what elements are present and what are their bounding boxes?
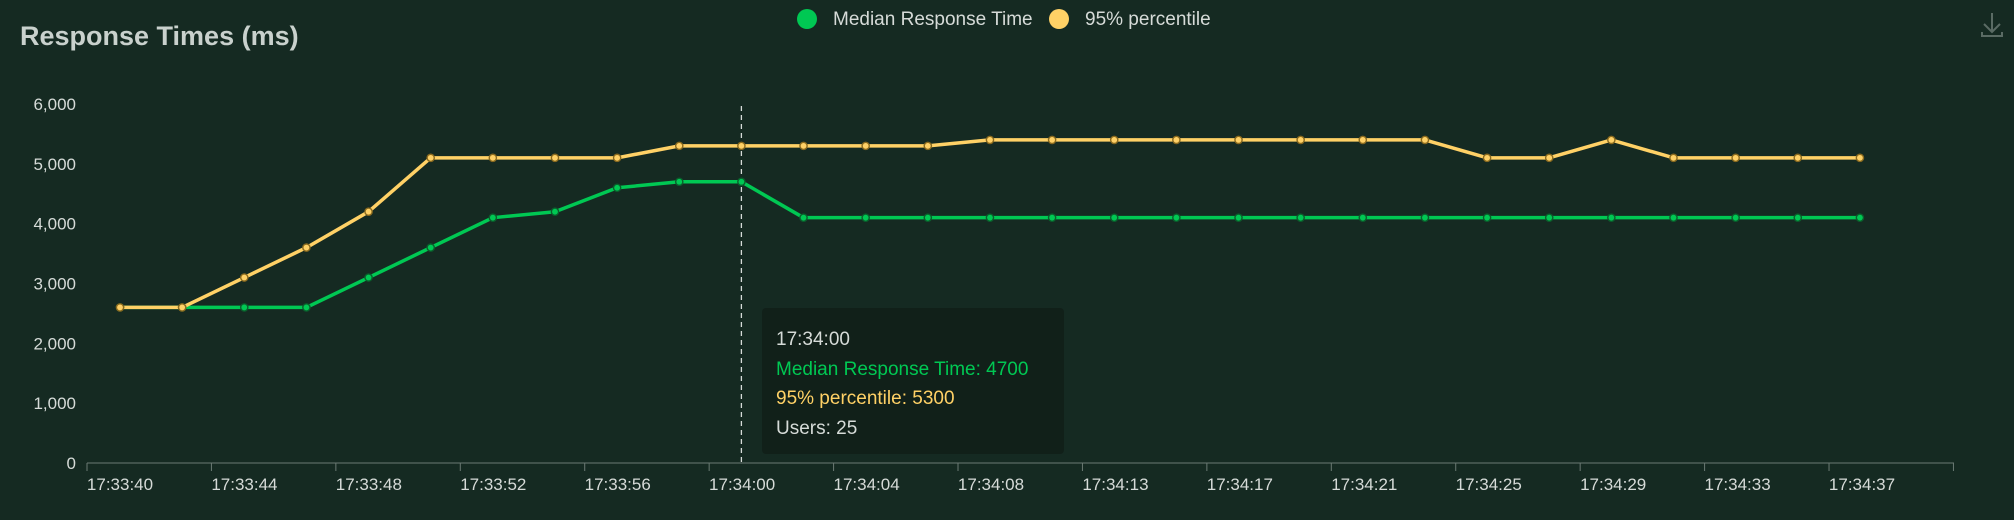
legend-label-median: Median Response Time [833, 9, 1033, 30]
data-point-median[interactable] [1111, 214, 1118, 221]
data-point-median[interactable] [489, 214, 496, 221]
data-point-median[interactable] [1732, 214, 1739, 221]
y-tick-label: 4,000 [33, 215, 76, 234]
tooltip-time: 17:34:00 [776, 329, 850, 350]
x-tick-label: 17:33:48 [336, 475, 402, 494]
chart-title: Response Times (ms) [20, 21, 299, 51]
x-tick-label: 17:33:52 [460, 475, 526, 494]
data-point-p95[interactable] [1297, 136, 1304, 143]
data-point-p95[interactable] [1049, 136, 1056, 143]
data-point-p95[interactable] [365, 208, 372, 215]
y-tick-label: 0 [67, 454, 76, 473]
download-icon [1982, 13, 2002, 36]
data-point-median[interactable] [1483, 214, 1490, 221]
data-point-median[interactable] [241, 304, 248, 311]
data-point-p95[interactable] [116, 304, 123, 311]
data-point-median[interactable] [1856, 214, 1863, 221]
legend: Median Response Time 95% percentile [797, 9, 1211, 30]
data-point-p95[interactable] [551, 154, 558, 161]
data-point-p95[interactable] [676, 142, 683, 149]
x-tick-label: 17:34:08 [958, 475, 1024, 494]
x-tick-label: 17:34:29 [1580, 475, 1646, 494]
download-button[interactable] [1982, 13, 2002, 36]
y-axis: 0 1,000 2,000 3,000 4,000 5,000 6,000 [33, 95, 76, 473]
y-tick-label: 3,000 [33, 275, 76, 294]
data-point-p95[interactable] [1794, 154, 1801, 161]
data-point-median[interactable] [1173, 214, 1180, 221]
x-axis: 17:33:40 17:33:44 17:33:48 17:33:52 17:33:56… [87, 463, 1954, 494]
data-point-p95[interactable] [241, 274, 248, 281]
y-tick-label: 6,000 [33, 95, 76, 114]
data-point-median[interactable] [1794, 214, 1801, 221]
data-point-p95[interactable] [179, 304, 186, 311]
data-point-median[interactable] [614, 184, 621, 191]
data-point-p95[interactable] [1111, 136, 1118, 143]
data-point-p95[interactable] [1359, 136, 1366, 143]
legend-marker-p95 [1049, 9, 1069, 29]
data-point-p95[interactable] [1483, 154, 1490, 161]
data-point-p95[interactable] [303, 244, 310, 251]
legend-label-p95: 95% percentile [1085, 9, 1211, 30]
data-point-median[interactable] [1359, 214, 1366, 221]
x-tick-label: 17:33:56 [585, 475, 651, 494]
legend-item-p95[interactable]: 95% percentile [1049, 9, 1211, 30]
data-point-p95[interactable] [1608, 136, 1615, 143]
data-point-p95[interactable] [427, 154, 434, 161]
data-point-p95[interactable] [924, 142, 931, 149]
data-point-median[interactable] [1297, 214, 1304, 221]
data-point-p95[interactable] [1546, 154, 1553, 161]
tooltip-users: Users: 25 [776, 418, 857, 439]
x-tick-label: 17:34:33 [1704, 475, 1770, 494]
data-point-median[interactable] [924, 214, 931, 221]
data-point-median[interactable] [676, 178, 683, 185]
data-point-median[interactable] [800, 214, 807, 221]
x-tick-label: 17:33:40 [87, 475, 153, 494]
data-point-median[interactable] [1608, 214, 1615, 221]
x-tick-label: 17:33:44 [211, 475, 277, 494]
x-tick-label: 17:34:37 [1829, 475, 1895, 494]
data-point-median[interactable] [1546, 214, 1553, 221]
y-tick-label: 5,000 [33, 155, 76, 174]
legend-marker-median [797, 9, 817, 29]
data-point-median[interactable] [738, 178, 745, 185]
data-point-p95[interactable] [1173, 136, 1180, 143]
data-point-median[interactable] [1235, 214, 1242, 221]
data-point-median[interactable] [551, 208, 558, 215]
y-tick-label: 2,000 [33, 334, 76, 353]
x-tick-label: 17:34:21 [1331, 475, 1397, 494]
tooltip-p95: 95% percentile: 5300 [776, 388, 955, 409]
data-point-median[interactable] [1421, 214, 1428, 221]
data-point-median[interactable] [365, 274, 372, 281]
data-point-p95[interactable] [738, 142, 745, 149]
x-tick-label: 17:34:25 [1456, 475, 1522, 494]
y-tick-label: 1,000 [33, 394, 76, 413]
data-point-median[interactable] [427, 244, 434, 251]
data-point-p95[interactable] [862, 142, 869, 149]
legend-item-median[interactable]: Median Response Time [797, 9, 1033, 30]
data-point-p95[interactable] [1856, 154, 1863, 161]
data-point-p95[interactable] [1235, 136, 1242, 143]
x-tick-label: 17:34:13 [1082, 475, 1148, 494]
data-point-p95[interactable] [1732, 154, 1739, 161]
data-point-median[interactable] [303, 304, 310, 311]
data-point-p95[interactable] [986, 136, 993, 143]
tooltip: 17:34:00 Median Response Time: 4700 95% … [762, 308, 1064, 454]
series-line-p95 [120, 140, 1860, 308]
data-point-p95[interactable] [489, 154, 496, 161]
data-point-p95[interactable] [614, 154, 621, 161]
data-point-median[interactable] [862, 214, 869, 221]
data-point-median[interactable] [1670, 214, 1677, 221]
series-layer [116, 136, 1863, 311]
data-point-p95[interactable] [1421, 136, 1428, 143]
data-point-median[interactable] [986, 214, 993, 221]
data-point-median[interactable] [1049, 214, 1056, 221]
x-tick-label: 17:34:17 [1207, 475, 1273, 494]
x-tick-label: 17:34:00 [709, 475, 775, 494]
data-point-p95[interactable] [1670, 154, 1677, 161]
tooltip-median: Median Response Time: 4700 [776, 359, 1028, 380]
x-tick-label: 17:34:04 [833, 475, 899, 494]
data-point-p95[interactable] [800, 142, 807, 149]
